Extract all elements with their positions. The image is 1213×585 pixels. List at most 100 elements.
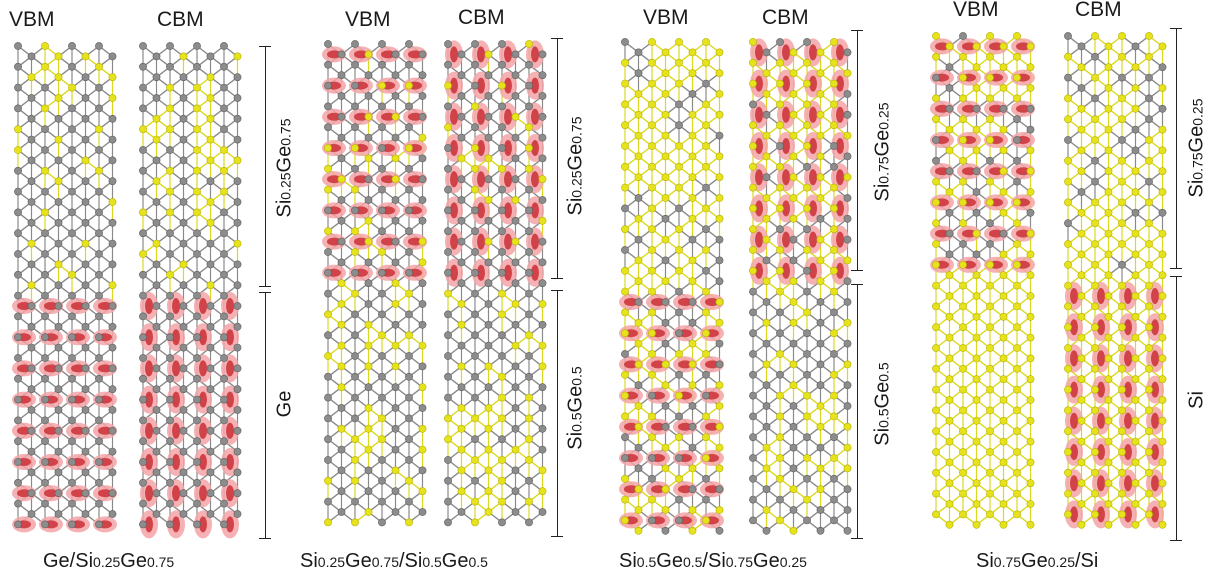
ge-atom [27,468,36,477]
ge-atom [139,291,147,300]
ge-atom [206,302,215,310]
ge-atom [108,447,117,456]
ge-atom [776,142,784,150]
si-atom [621,516,629,525]
upper-region-bracket [265,46,266,286]
si-atom [525,331,533,340]
ge-atom [152,468,161,477]
ge-atom [511,154,520,163]
lower-region-bracket [557,290,558,536]
si-atom [816,69,825,78]
ge-atom [498,352,506,360]
ge-atom [166,333,174,342]
orbital-core [836,75,844,92]
ge-atom [391,487,400,496]
si-atom [364,216,373,225]
si-atom [95,62,103,71]
si-atom [525,144,533,152]
ge-atom [471,123,479,132]
si-atom [762,318,771,327]
si-atom [634,360,643,369]
si-atom [702,350,710,358]
orbital-core [17,489,31,498]
ge-atom [715,256,724,265]
ge-atom [471,372,479,381]
ge-atom [41,229,49,238]
ge-atom [391,133,400,142]
ge-atom [749,370,757,379]
orbital-core [327,50,341,59]
si-atom [391,154,400,163]
ge-atom [457,279,466,288]
ge-atom [511,258,520,267]
orbital-core [809,231,817,248]
si-atom [830,287,838,296]
si-atom [762,464,771,473]
ge-atom [27,114,36,123]
ge-atom [54,385,63,394]
ge-atom [789,256,798,265]
ge-atom [95,208,103,217]
si-atom [206,218,215,227]
si-atom [418,237,427,246]
ge-atom [511,383,520,392]
ge-atom [378,185,386,194]
si-atom [803,100,811,109]
ge-atom [675,204,683,213]
si-atom [688,214,697,223]
si-atom [648,38,656,46]
ge-atom [95,458,103,466]
orbital-core [327,175,341,184]
ge-atom [152,510,161,518]
si-atom [749,79,757,88]
ge-atom [525,372,533,381]
ge-atom [405,310,413,319]
ge-atom [179,426,188,435]
ge-atom [634,464,643,473]
si-atom [789,214,798,223]
si-atom [749,58,757,67]
ge-atom [471,81,479,90]
ge-atom [95,395,103,404]
ge-atom [776,308,784,317]
ge-atom [702,495,710,504]
ge-atom [675,495,683,504]
ge-atom [511,92,520,100]
si-atom [193,104,201,113]
ge-atom [152,447,161,456]
ge-atom [749,412,757,421]
ge-atom [41,395,49,404]
ge-atom [498,331,506,340]
si-atom [484,196,493,204]
orbital-core [44,364,58,373]
ge-atom [54,510,63,518]
panel-caption: Ge/Si0.25Ge0.75 [43,550,175,572]
panel-caption: Si0.5Ge0.5/Si0.75Ge0.25 [619,550,807,572]
ge-atom [206,260,215,269]
ge-atom [484,320,493,329]
ge-atom [337,487,346,496]
ge-atom [803,287,811,296]
ge-atom [715,526,724,535]
ge-atom [525,185,533,194]
si-atom [471,185,479,194]
si-atom [789,110,798,119]
si-atom [830,204,838,213]
ge-atom [166,395,174,404]
si-atom [702,100,710,109]
ge-atom [68,520,76,529]
ge-atom [166,478,174,487]
ge-atom [378,123,386,132]
ge-atom [749,433,757,442]
ge-atom [364,175,373,184]
si-atom [364,112,373,121]
lower-region-label: Ge [273,390,296,418]
ge-atom [68,104,76,113]
si-atom [816,277,825,286]
lower-region-label: Si0.5Ge0.5 [564,366,587,450]
ge-atom [233,177,242,186]
ge-atom [444,144,452,152]
ge-atom [233,302,242,310]
ge-atom [152,218,161,227]
si-atom [41,166,49,175]
